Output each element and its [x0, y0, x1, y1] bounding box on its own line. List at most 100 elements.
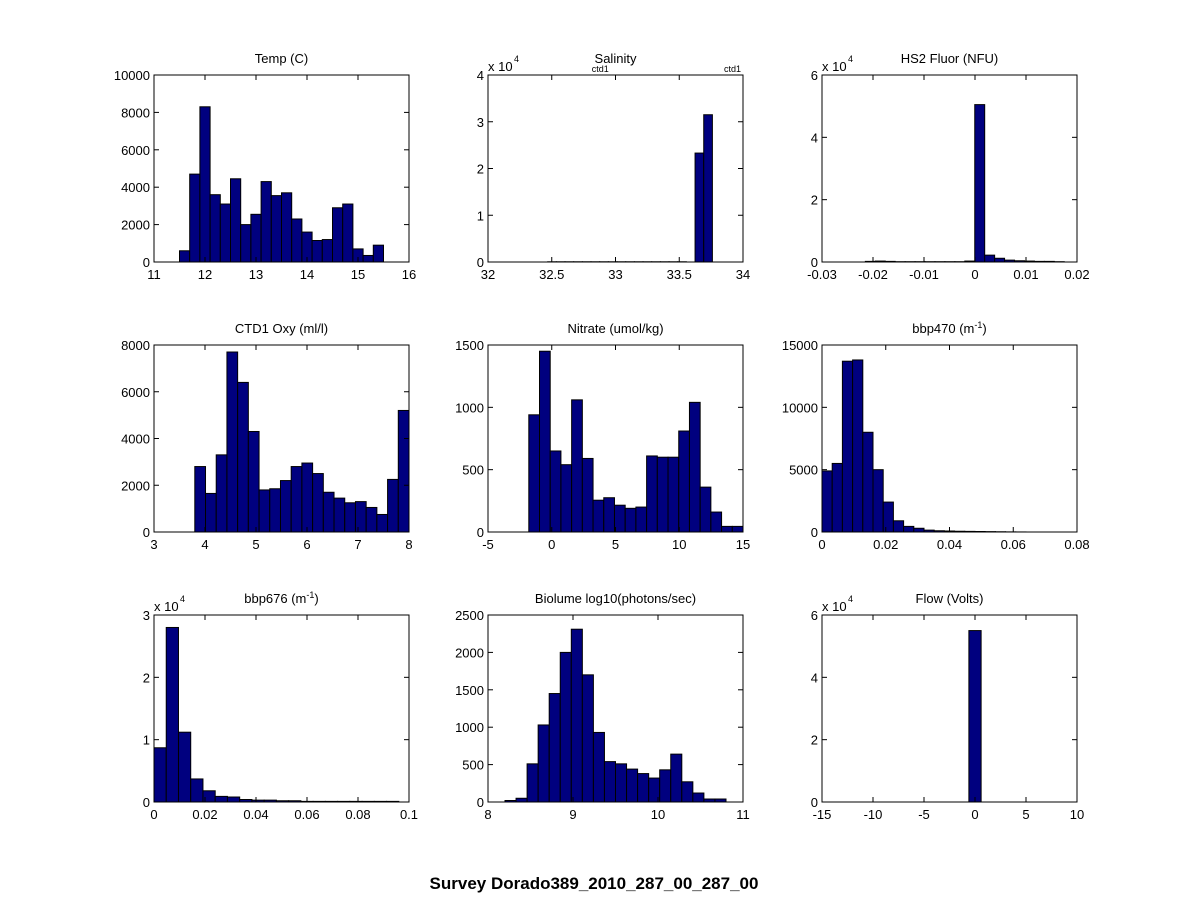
histogram-bar [333, 497, 346, 533]
histogram-bar [153, 747, 167, 803]
axis-exponent-power: 4 [848, 594, 853, 604]
y-tick-label: 0 [477, 795, 484, 810]
y-tick-label: 2000 [121, 218, 150, 233]
y-tick-label: 1 [477, 208, 484, 223]
y-tick-label: 6000 [121, 143, 150, 158]
x-tick-label: 0.02 [1064, 267, 1089, 282]
x-tick-label: 10 [651, 807, 665, 822]
y-tick-label: 2 [143, 670, 150, 685]
histogram-bar [548, 693, 561, 803]
histogram-bar [721, 525, 733, 533]
histogram-bar [592, 499, 605, 533]
histogram-bar [571, 399, 583, 533]
x-tick-label: 0 [548, 537, 555, 552]
histogram-bar [984, 254, 996, 263]
subplot-4: 3 4 5 6 7 8 0 2000 4000 6000 8000 CTD1 Oxy (ml/l) [121, 321, 413, 552]
axes-box [821, 614, 1078, 803]
histogram-bar [681, 781, 694, 803]
x-tick-label: 33.5 [667, 267, 692, 282]
x-tick-label: 5 [252, 537, 259, 552]
axis-exponent-power: 4 [848, 54, 853, 64]
histogram-bar [710, 511, 723, 533]
subplot-1: 11 12 13 14 15 16 0 2000 4000 6000 8000 10000 Temp (… [114, 51, 416, 282]
histogram-bar [592, 731, 605, 803]
subplot-title: Salinity [595, 51, 637, 66]
histogram-bar [862, 431, 874, 533]
y-tick-label: 2 [477, 162, 484, 177]
x-tick-label: 8 [484, 807, 491, 822]
histogram-bar [342, 203, 354, 263]
histogram-bar [537, 724, 550, 803]
histogram-bar [332, 207, 344, 263]
y-tick-label: 4 [811, 130, 818, 145]
y-tick-label: 1500 [455, 338, 484, 353]
x-tick-label: 10 [672, 537, 686, 552]
histogram-bar [199, 106, 211, 263]
histogram-bar [321, 239, 333, 263]
y-tick-label: 0 [477, 525, 484, 540]
histogram-bar [290, 466, 303, 533]
histogram-bar [694, 152, 705, 263]
subplot-6: 0 0.02 0.04 0.06 0.08 0 5000 10000 15000 bbp470 (… [782, 320, 1090, 552]
histogram-bar [179, 250, 191, 263]
x-tick-label: 12 [198, 267, 212, 282]
histogram-bar [214, 795, 228, 803]
subplot-title-suffix: ) [982, 321, 986, 336]
histogram-bar [528, 414, 541, 533]
subplot-title-text: bbp676 (m [244, 591, 306, 606]
histogram-bar [968, 630, 982, 803]
y-tick-label: 2 [811, 193, 818, 208]
x-tick-label: 0.02 [192, 807, 217, 822]
axis-exponent-label: x 10 [154, 599, 179, 614]
axis-exponent-power: 4 [514, 54, 519, 64]
histogram-bar [230, 178, 242, 263]
histogram-bar [703, 114, 713, 263]
histogram-bar [892, 520, 905, 533]
histogram-bar [270, 195, 282, 263]
subplot-title: bbp470 (m-1) [912, 320, 987, 336]
subplot-title-text: CTD1 Oxy (ml/l) [235, 321, 328, 336]
x-tick-label: 34 [736, 267, 750, 282]
x-tick-label: 7 [354, 537, 361, 552]
histogram-bar [190, 778, 204, 803]
axis-exponent-label: x 10 [822, 59, 847, 74]
histogram-bar [570, 628, 583, 803]
histogram-bar [301, 462, 314, 533]
y-tick-label: 10000 [114, 68, 150, 83]
y-tick-label: 6000 [121, 385, 150, 400]
x-tick-label: 10 [1070, 807, 1084, 822]
histogram-bar [189, 173, 201, 263]
x-tick-label: 0.08 [1064, 537, 1089, 552]
histogram-bar [613, 504, 626, 533]
histogram-bar [515, 797, 528, 803]
histogram-bar [281, 192, 293, 263]
subplot-title-text: Salinity [595, 51, 637, 66]
histogram-bar [974, 104, 986, 263]
x-tick-label: 4 [201, 537, 208, 552]
x-tick-label: -5 [482, 537, 494, 552]
x-tick-label: 33 [608, 267, 622, 282]
subplot-title: HS2 Fluor (NFU) [901, 51, 999, 66]
y-tick-label: 8000 [121, 338, 150, 353]
subplot-title: Temp (C) [255, 51, 308, 66]
histogram-bar [312, 473, 324, 533]
y-tick-label: 8000 [121, 105, 150, 120]
histogram-bar [209, 194, 221, 263]
histogram-bar [903, 525, 915, 533]
histogram-bar [581, 674, 594, 803]
histogram-bar [688, 401, 701, 533]
x-tick-label: -0.02 [858, 267, 888, 282]
histogram-bar [387, 478, 399, 533]
y-tick-label: 1000 [455, 400, 484, 415]
histogram-bar [539, 350, 551, 533]
subplot-title-text: Temp (C) [255, 51, 308, 66]
histogram-bar [219, 203, 232, 263]
histogram-bar [344, 502, 356, 533]
histogram-bar [559, 651, 572, 803]
x-tick-label: 15 [351, 267, 365, 282]
histogram-bar [177, 731, 192, 803]
x-tick-label: 0.01 [1013, 267, 1038, 282]
y-tick-label: 500 [462, 463, 484, 478]
histogram-bar [165, 626, 179, 803]
histogram-bar [581, 457, 594, 533]
